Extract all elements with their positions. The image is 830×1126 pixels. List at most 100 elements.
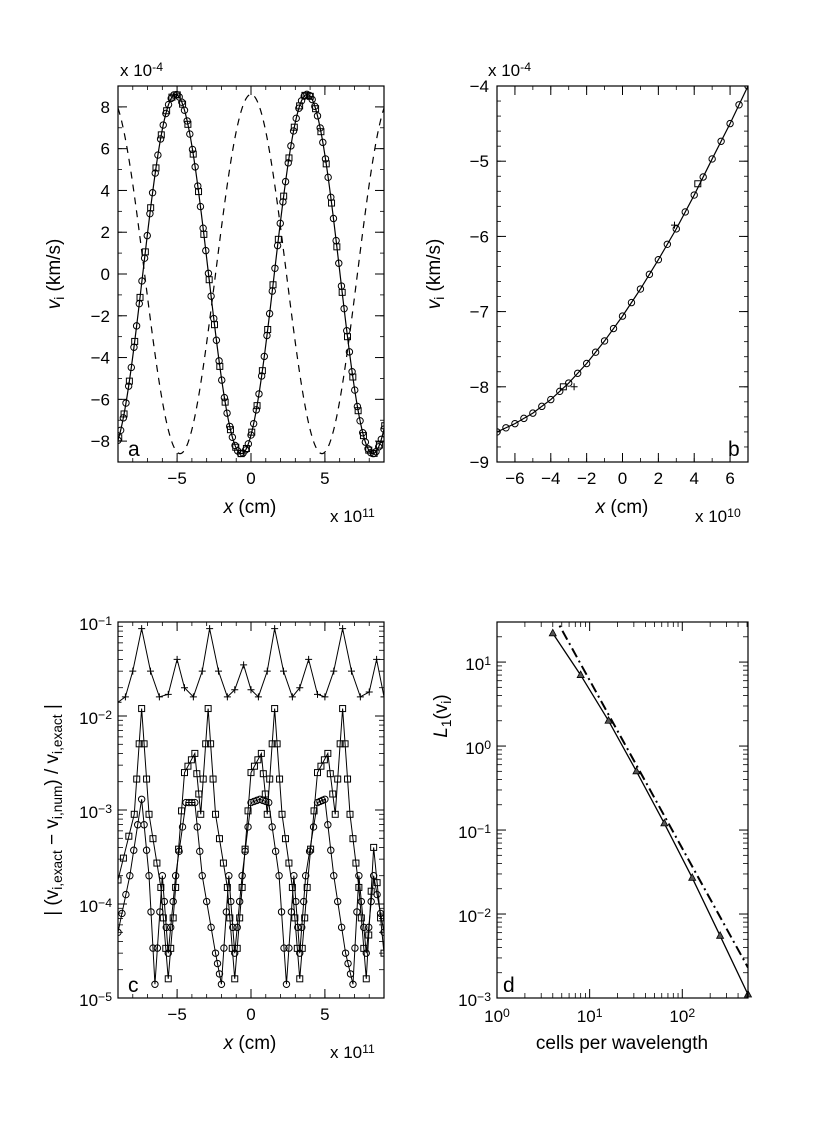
square-marker: [257, 749, 265, 757]
circle-marker: [196, 202, 205, 211]
circle-marker: [365, 923, 373, 932]
y-axis-label: vi (km/s): [424, 239, 447, 310]
circle-marker: [202, 246, 210, 255]
plus-marker: [206, 625, 214, 633]
circle-marker: [330, 872, 338, 880]
circle-marker: [609, 324, 618, 333]
square-marker: [310, 807, 318, 815]
circle-marker: [681, 208, 689, 216]
square-marker: [328, 199, 336, 207]
circle-marker: [167, 923, 175, 932]
y-tick-label: −8: [91, 432, 110, 451]
square-marker: [152, 164, 160, 172]
plus-marker: [164, 690, 172, 698]
x-axis-label: cells per wavelength: [536, 1033, 708, 1054]
square-marker: [219, 859, 227, 867]
triangle-marker: [548, 628, 557, 637]
circle-marker: [257, 372, 266, 380]
square-marker: [189, 150, 197, 158]
circle-marker: [229, 923, 237, 932]
square-marker: [207, 740, 215, 748]
y-tick-label: 101: [465, 654, 491, 674]
square-marker: [215, 835, 223, 843]
circle-marker: [198, 872, 206, 880]
circle-marker: [194, 182, 202, 190]
circle-marker: [169, 897, 177, 906]
circle-marker: [600, 337, 609, 345]
square-marker: [147, 204, 155, 212]
plus-marker: [380, 693, 384, 701]
square-marker: [367, 887, 375, 895]
square-marker: [694, 180, 702, 188]
x-multiplier: x 1011: [330, 506, 375, 526]
circle-marker: [124, 382, 133, 390]
circle-marker: [285, 944, 293, 952]
circle-marker: [127, 363, 136, 372]
y-tick-label: 10−2: [79, 708, 112, 728]
circle-marker: [222, 908, 231, 916]
circle-marker: [140, 821, 148, 829]
square-marker: [163, 107, 171, 115]
plot-area: [118, 90, 384, 458]
circle-marker: [298, 923, 306, 932]
square-marker: [159, 914, 167, 922]
plus-marker: [365, 688, 373, 696]
square-marker: [236, 914, 244, 922]
square-marker: [301, 914, 309, 922]
plus-marker: [189, 693, 197, 701]
circle-marker: [290, 872, 298, 880]
circle-marker: [164, 949, 172, 957]
circle-marker: [122, 890, 130, 899]
circle-marker: [151, 169, 159, 177]
x-tick-label: 4: [689, 469, 698, 488]
circle-marker: [360, 923, 368, 932]
circle-marker: [295, 104, 303, 112]
triangle-marker: [632, 766, 641, 775]
y-tick-label: 10−3: [458, 990, 491, 1010]
plus-marker: [231, 686, 239, 694]
square-marker: [119, 854, 127, 862]
plus-marker: [330, 667, 338, 675]
circle-marker: [148, 189, 157, 197]
square-marker: [209, 775, 217, 783]
square-marker: [333, 243, 341, 251]
circle-marker: [186, 130, 194, 138]
panel-letter: c: [128, 974, 139, 997]
square-marker: [157, 131, 165, 139]
square-marker: [339, 705, 347, 713]
square-marker: [381, 422, 384, 430]
x-tick-label: −4: [541, 469, 560, 488]
square-marker: [226, 426, 234, 434]
square-marker: [261, 790, 269, 798]
square-marker: [202, 740, 210, 748]
y-tick-label: 10−1: [458, 822, 491, 842]
circle-marker: [618, 312, 627, 320]
circle-marker: [547, 395, 555, 404]
square-marker: [244, 807, 252, 815]
y-tick-label: 10−3: [79, 802, 112, 822]
triangle-marker: [715, 930, 725, 939]
circle-marker: [287, 908, 296, 916]
square-marker: [130, 810, 138, 818]
y-tick-label: −5: [470, 152, 489, 171]
circle-marker: [311, 102, 319, 111]
triangle-marker: [688, 872, 697, 881]
y-tick-label: 10−5: [79, 990, 112, 1010]
x-tick-label: 102: [669, 1006, 695, 1026]
square-marker: [140, 740, 148, 748]
circle-marker: [321, 155, 330, 163]
circle-marker: [178, 823, 187, 831]
circle-marker: [349, 980, 357, 988]
circle-marker: [300, 897, 308, 906]
square-marker: [149, 835, 157, 843]
plus-marker: [314, 690, 321, 698]
circle-marker: [529, 409, 537, 417]
circle-marker: [296, 949, 304, 957]
circle-marker: [235, 897, 244, 906]
square-marker: [269, 281, 277, 289]
plus-marker: [247, 686, 255, 694]
circle-marker: [556, 387, 564, 396]
x-tick-label: −5: [167, 1005, 186, 1024]
square-marker: [199, 775, 207, 783]
plot-frame: [496, 85, 749, 463]
